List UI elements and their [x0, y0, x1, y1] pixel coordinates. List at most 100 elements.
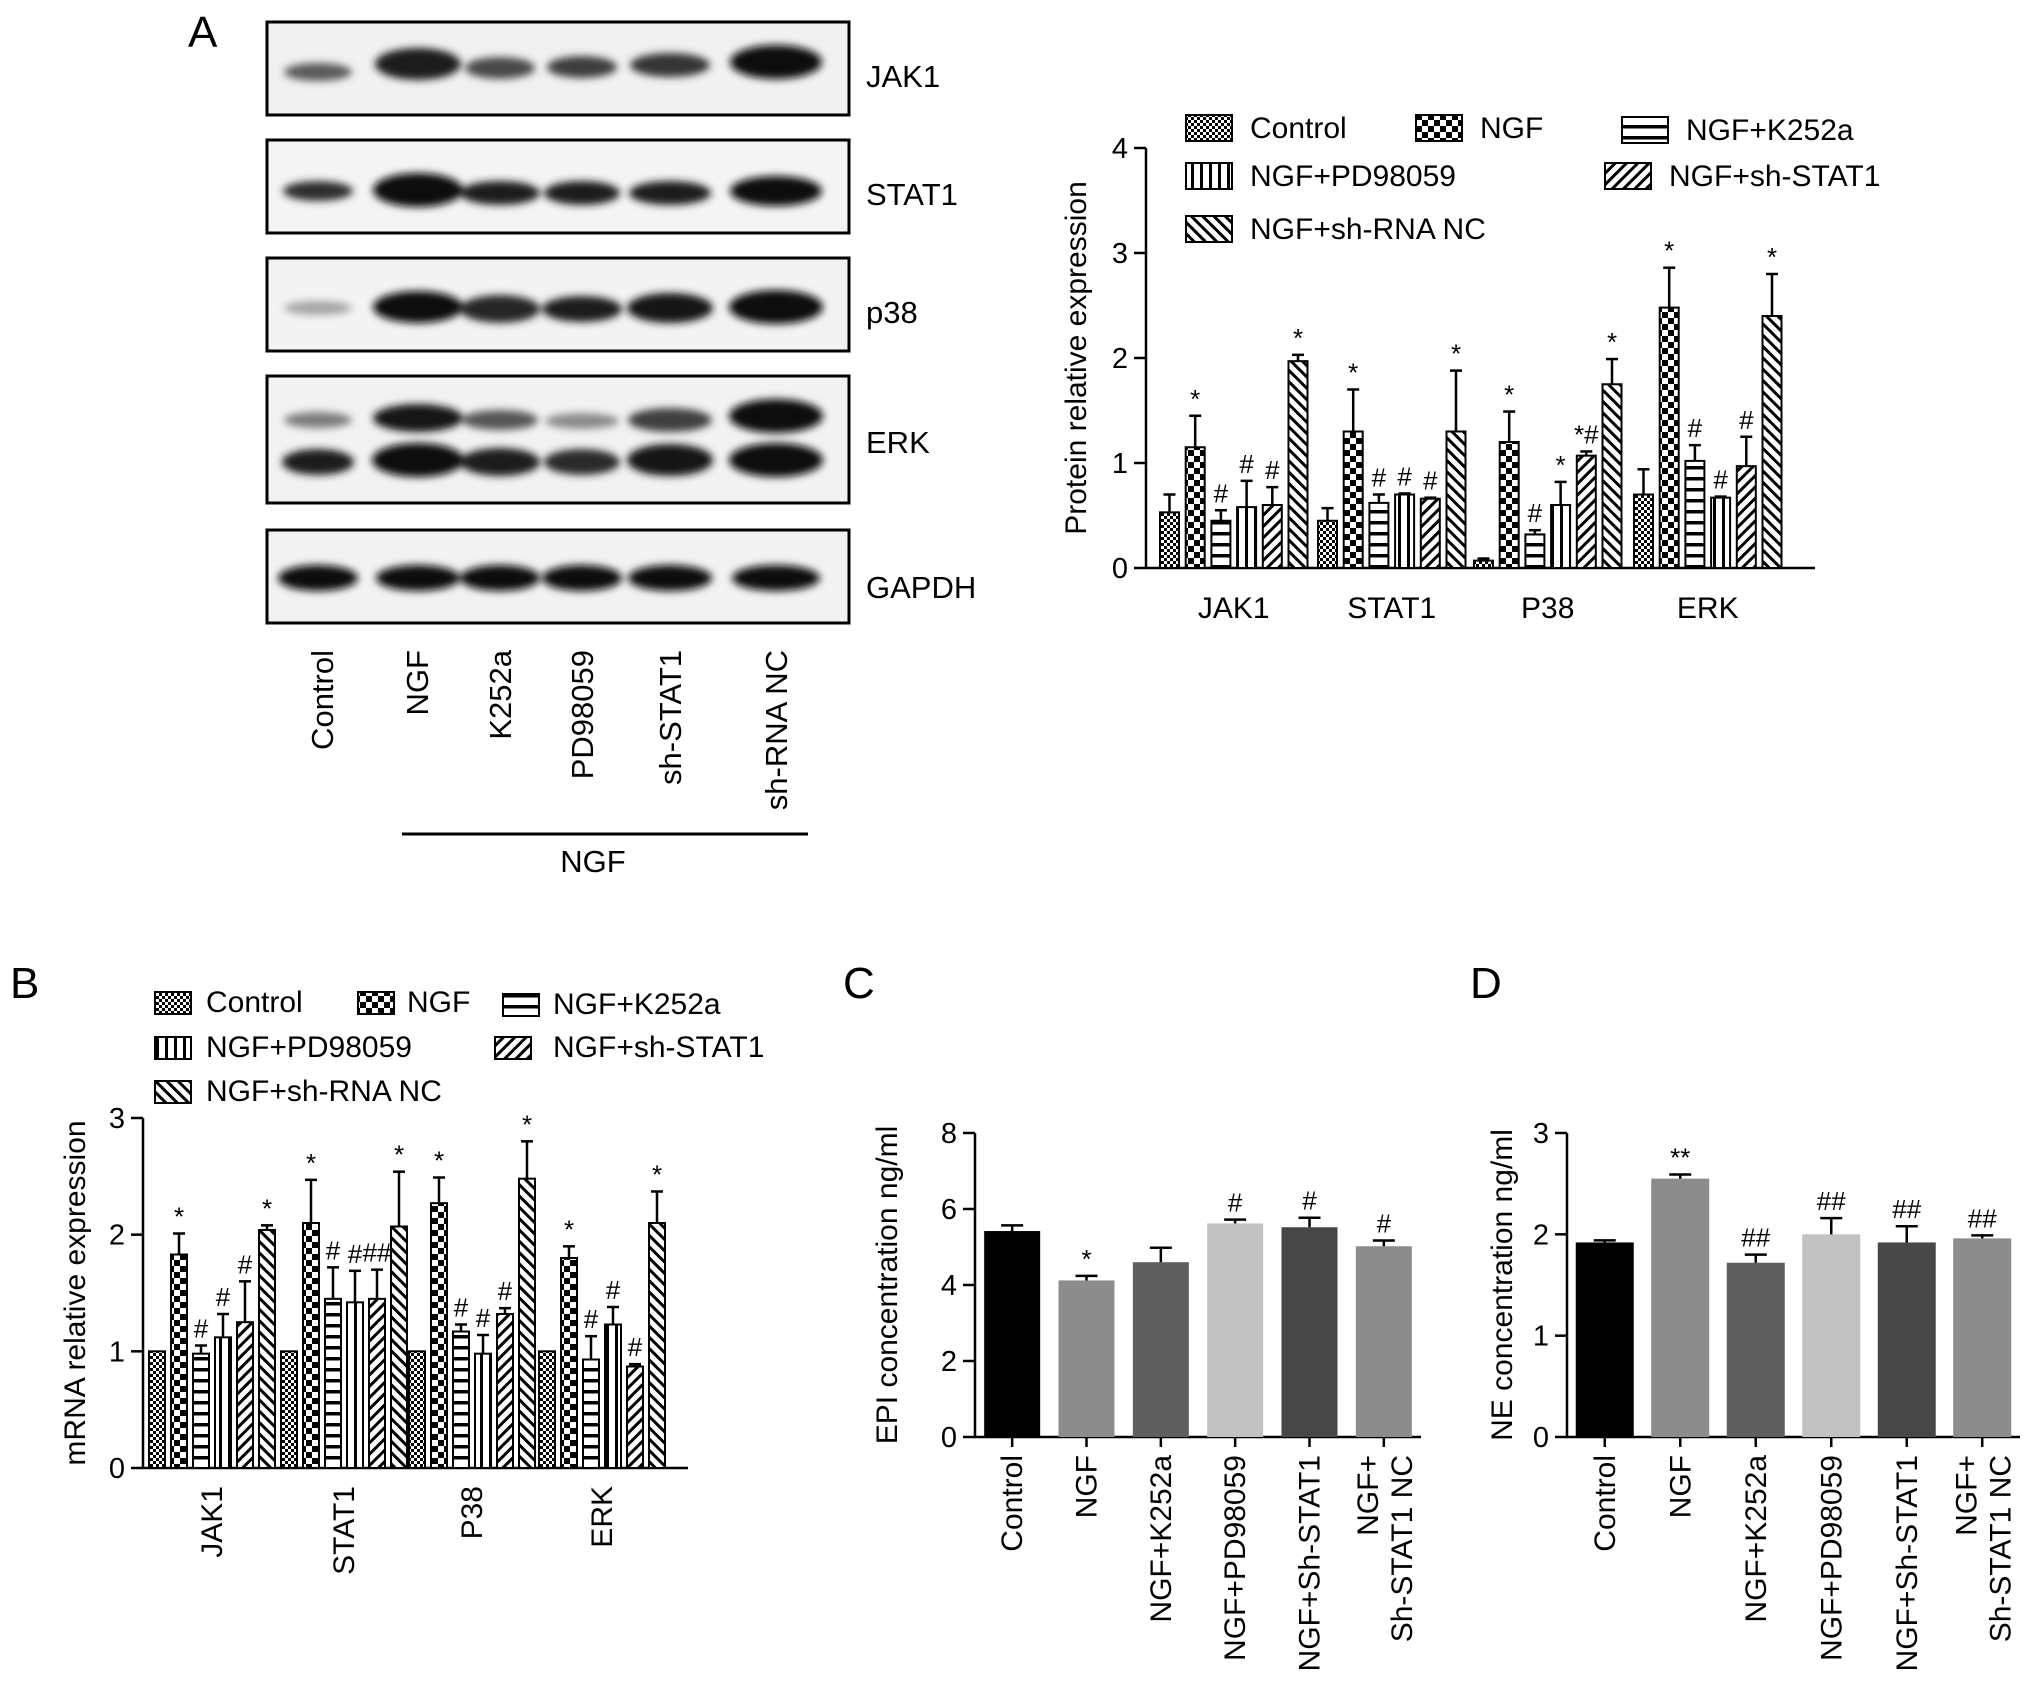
bar-ngf-erk	[1658, 306, 1680, 569]
legend-label-ngf: NGF	[407, 986, 470, 1019]
significance-mark: *	[652, 1160, 662, 1190]
lane-label-sh-stat1: sh-STAT1	[653, 650, 688, 785]
bar-ngf-k252a-stat1	[324, 1297, 342, 1470]
significance-mark: *	[1504, 380, 1514, 410]
bar-ngf-sh-stat1-stat1	[368, 1297, 386, 1470]
legend-swatch-ngf-sh-stat1	[1604, 162, 1652, 190]
y-tick-label: 1	[1533, 1321, 1549, 1353]
significance-mark: *	[1081, 1244, 1091, 1274]
bar-control	[1575, 1242, 1634, 1437]
y-tick-label: 0	[1533, 1422, 1549, 1454]
significance-mark: #	[1214, 478, 1229, 508]
legend-swatch-ngf	[357, 991, 395, 1015]
bar-ngf	[1651, 1178, 1710, 1437]
significance-mark: *	[394, 1140, 404, 1170]
significance-mark: *	[306, 1148, 316, 1178]
bar-ngf-sh-stat1-jak1	[1261, 504, 1283, 569]
x-category-label-line1: NGF+	[1352, 1455, 1385, 1536]
significance-mark: *	[1293, 323, 1303, 353]
bar-ngf-sh-rna-nc-jak1	[258, 1229, 276, 1469]
bar-ngf-erk	[560, 1257, 578, 1469]
bar-control-stat1	[1317, 519, 1338, 569]
legend-label-ngf: NGF	[1480, 112, 1543, 145]
bar-ngf-pd98059	[1207, 1223, 1264, 1437]
lane-label-pd98059: PD98059	[565, 650, 600, 779]
x-category-label: Control	[996, 1455, 1029, 1552]
significance-mark: #	[1239, 449, 1254, 479]
blot-strip-jak1	[265, 20, 851, 117]
bar-control-p38	[1473, 559, 1494, 570]
bar-ngf-sh-rna-nc-erk	[1761, 315, 1783, 569]
bar-ngf-k252a-p38	[452, 1330, 470, 1469]
panel-label-c: C	[843, 959, 875, 1008]
blot-label-erk: ERK	[866, 425, 930, 460]
bar-ngf-jak1	[170, 1253, 188, 1469]
x-category-label: ERK	[586, 1486, 619, 1548]
y-tick-label: 4	[941, 1270, 957, 1302]
bar-ngf-sh-rna-nc-erk	[648, 1222, 666, 1469]
bar-ngf-stat1	[302, 1222, 320, 1469]
significance-mark: #	[498, 1276, 513, 1306]
legend-swatch-ngf-pd98059	[1185, 162, 1233, 190]
significance-mark: *	[1664, 236, 1674, 266]
y-tick-label: 0	[109, 1453, 125, 1485]
significance-mark: #	[238, 1249, 253, 1279]
significance-mark: *	[1190, 384, 1200, 414]
significance-mark: #	[584, 1304, 599, 1334]
y-tick-label: 2	[1112, 343, 1128, 375]
x-category-label-line1: NGF+	[1950, 1455, 1983, 1536]
chart-panel-c: 0 2 4 6 8 EPI concentration ng/ml Control * NGF N…	[871, 1118, 1421, 1671]
significance-mark: *	[174, 1202, 184, 1232]
legend-swatch-ngf-sh-rna-nc	[1185, 215, 1233, 243]
legend-label-ngf-pd98059: NGF+PD98059	[206, 1031, 412, 1064]
y-axis-title: EPI concentration ng/ml	[871, 1126, 904, 1445]
x-category-label: ERK	[1677, 592, 1739, 625]
significance-mark: ##	[1968, 1203, 1997, 1233]
significance-mark: #	[1372, 463, 1387, 493]
y-tick-label: 4	[1112, 133, 1128, 165]
y-tick-label: 0	[941, 1422, 957, 1454]
significance-mark: #	[606, 1275, 621, 1305]
legend-swatch-ngf	[1415, 114, 1463, 142]
lane-label-control: Control	[305, 650, 340, 750]
bar-ngf-sh-stat1-jak1	[236, 1321, 254, 1469]
x-category-label-line2: Sh-STAT1 NC	[1984, 1455, 2017, 1642]
legend-swatch-ngf-sh-rna-nc	[154, 1080, 192, 1104]
x-category-label: NGF+Sh-STAT1	[1891, 1455, 1924, 1671]
legend-panel-b: Control NGF NGF+K252a NGF+PD98059 NGF+sh…	[154, 986, 764, 1108]
significance-mark: *	[1451, 339, 1461, 369]
bar-ngf-pd98059-erk	[604, 1323, 622, 1469]
legend-swatch-ngf-sh-stat1	[494, 1036, 532, 1060]
significance-mark: #	[1377, 1209, 1392, 1239]
legend-label-ngf-k252a: NGF+K252a	[1686, 114, 1854, 147]
bar-ngf-pd98059-jak1	[1236, 506, 1258, 570]
bar-ngf-sh-stat1-nc	[1953, 1238, 2012, 1437]
x-category-label: NGF	[1071, 1455, 1104, 1518]
significance-mark: #	[348, 1239, 363, 1269]
significance-mark: #	[1688, 413, 1703, 443]
y-tick-label: 6	[941, 1194, 957, 1226]
bar-control-jak1	[148, 1350, 166, 1470]
bar-control-erk	[1633, 493, 1654, 569]
western-blot: JAK1 STAT1 p38	[265, 20, 976, 879]
bar-ngf-pd98059-stat1	[346, 1301, 364, 1470]
blot-strip-erk	[265, 374, 851, 505]
legend-label-control: Control	[206, 986, 303, 1019]
bar-ngf-k252a-p38	[1524, 533, 1546, 570]
bar-control	[984, 1231, 1041, 1437]
legend-swatch-ngf-pd98059	[154, 1036, 192, 1060]
significance-mark: #	[1302, 1186, 1317, 1216]
bar-ngf-k252a-jak1	[192, 1352, 210, 1469]
blot-strip-p38	[265, 256, 851, 353]
y-tick-label: 1	[1112, 448, 1128, 480]
y-tick-label: 2	[109, 1220, 125, 1252]
significance-mark: #	[1713, 465, 1728, 495]
bar-ngf-sh-stat1-nc	[1355, 1246, 1412, 1437]
bar-ngf-sh-stat1-erk	[1735, 465, 1757, 569]
y-tick-label: 2	[1533, 1219, 1549, 1251]
bar-ngf-k252a-erk	[1684, 459, 1706, 569]
ngf-group-label: NGF	[560, 844, 625, 879]
bar-ngf-sh-rna-nc-stat1	[1445, 430, 1467, 569]
significance-mark: #	[1228, 1188, 1243, 1218]
significance-mark: *	[1348, 358, 1358, 388]
